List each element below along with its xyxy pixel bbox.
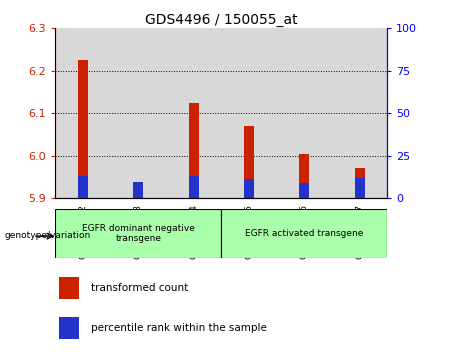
Bar [299, 183, 309, 198]
Bar [221, 28, 277, 198]
Bar [111, 28, 166, 198]
Text: percentile rank within the sample: percentile rank within the sample [90, 323, 266, 333]
Bar [55, 28, 111, 198]
Text: EGFR activated transgene: EGFR activated transgene [245, 229, 363, 238]
Bar [59, 317, 79, 339]
Bar [55, 209, 221, 258]
Bar [133, 185, 143, 198]
Bar [355, 178, 365, 198]
Text: transformed count: transformed count [90, 283, 188, 293]
Bar [133, 182, 143, 198]
Bar [244, 126, 254, 198]
Bar [332, 28, 387, 198]
Bar [78, 176, 88, 198]
Bar [189, 103, 199, 198]
Bar [78, 60, 88, 198]
Text: genotype/variation: genotype/variation [5, 231, 91, 240]
Bar [355, 168, 365, 198]
Bar [277, 28, 332, 198]
Text: EGFR dominant negative
transgene: EGFR dominant negative transgene [82, 224, 195, 243]
Title: GDS4496 / 150055_at: GDS4496 / 150055_at [145, 13, 298, 27]
Bar [221, 209, 387, 258]
Bar [299, 154, 309, 198]
Bar [244, 179, 254, 198]
Bar [59, 277, 79, 299]
Bar [189, 176, 199, 198]
Bar [166, 28, 221, 198]
